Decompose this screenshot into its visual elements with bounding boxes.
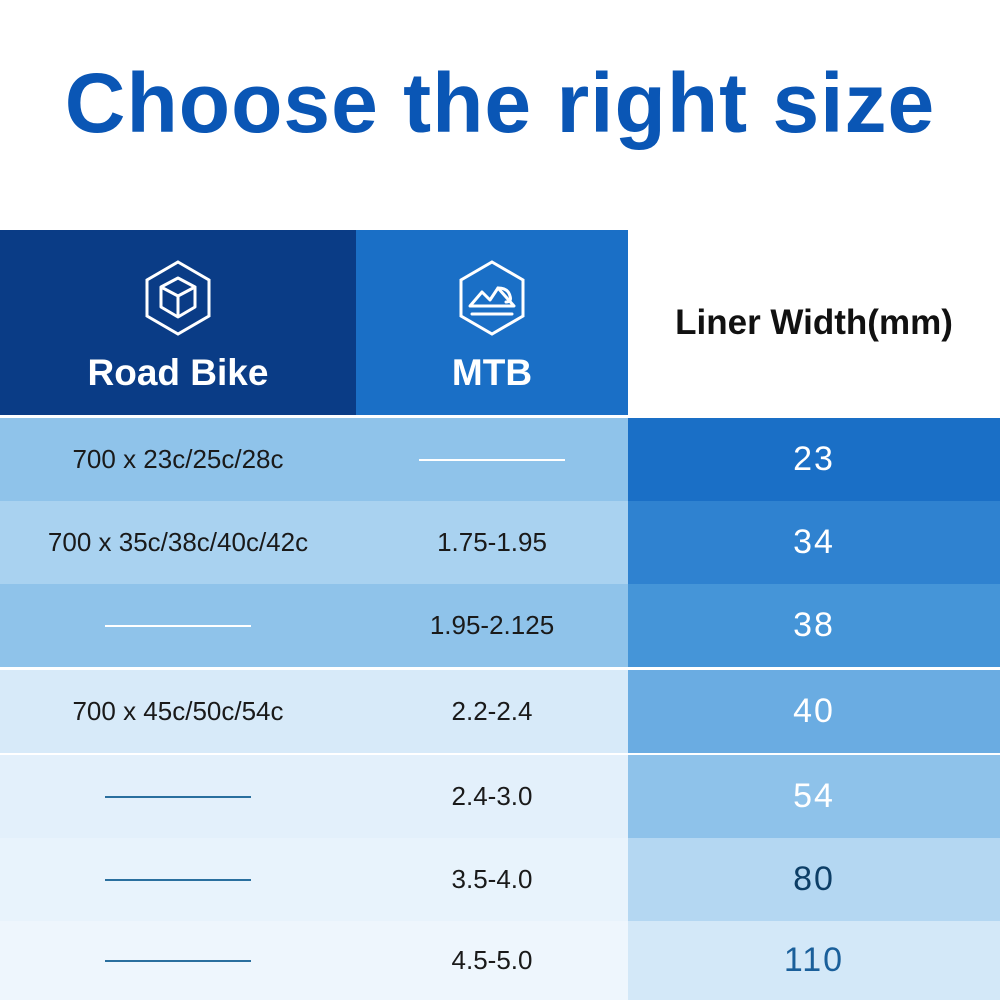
road-bike-header: Road Bike (0, 230, 356, 415)
table-row: 3.5-4.0 80 (0, 838, 1000, 921)
mtb-size: 4.5-5.0 (356, 921, 628, 1000)
table-row: 700 x 23c/25c/28c 23 (0, 418, 1000, 501)
table-row: 700 x 45c/50c/54c 2.2-2.4 40 (0, 670, 1000, 753)
road-bike-size (0, 921, 356, 1000)
liner-width-value: 54 (628, 755, 1000, 838)
road-bike-size (0, 584, 356, 667)
mtb-size (356, 418, 628, 501)
table-row: 700 x 35c/38c/40c/42c 1.75-1.95 34 (0, 501, 1000, 584)
empty-value-dash (419, 458, 565, 461)
page-title: Choose the right size (64, 56, 936, 150)
liner-width-value: 38 (628, 584, 1000, 667)
table-row: 1.95-2.125 38 (0, 584, 1000, 667)
table-row: 2.4-3.0 54 (0, 755, 1000, 838)
box-hexagon-icon (145, 259, 211, 336)
liner-width-value: 23 (628, 418, 1000, 501)
road-bike-size: 700 x 35c/38c/40c/42c (0, 501, 356, 584)
table-row: 4.5-5.0 110 (0, 921, 1000, 1000)
mtb-size: 2.2-2.4 (356, 670, 628, 753)
liner-width-label: Liner Width(mm) (675, 302, 953, 342)
road-bike-size (0, 755, 356, 838)
liner-width-value: 34 (628, 501, 1000, 584)
empty-value-dash (105, 795, 251, 798)
mtb-size: 1.75-1.95 (356, 501, 628, 584)
liner-width-value: 80 (628, 838, 1000, 921)
liner-width-header: Liner Width(mm) (628, 230, 1000, 415)
mtb-size: 3.5-4.0 (356, 838, 628, 921)
mtb-header: MTB (356, 230, 628, 415)
road-bike-size (0, 838, 356, 921)
empty-value-dash (105, 624, 251, 627)
empty-value-dash (105, 878, 251, 881)
liner-width-value: 110 (628, 921, 1000, 1000)
road-bike-size: 700 x 23c/25c/28c (0, 418, 356, 501)
mountain-hexagon-icon (459, 259, 525, 336)
road-bike-size: 700 x 45c/50c/54c (0, 670, 356, 753)
mtb-size: 2.4-3.0 (356, 755, 628, 838)
road-bike-label: Road Bike (87, 351, 269, 393)
mtb-label: MTB (451, 351, 533, 393)
mtb-size: 1.95-2.125 (356, 584, 628, 667)
empty-value-dash (105, 959, 251, 962)
liner-width-value: 40 (628, 670, 1000, 753)
